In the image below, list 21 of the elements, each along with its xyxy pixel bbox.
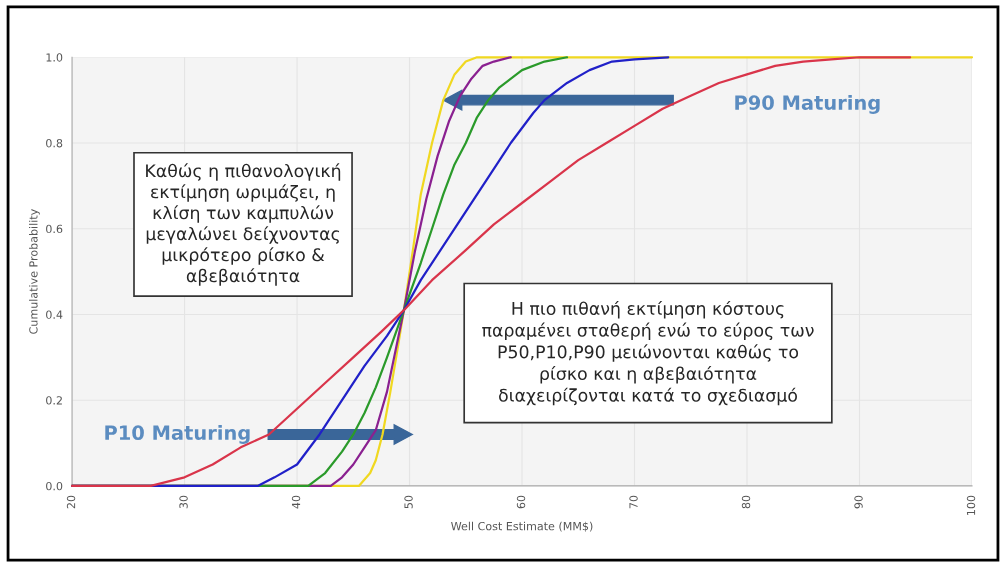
y-tick-label: 0.4 bbox=[46, 310, 63, 319]
y-axis-title: Cumulative Probability bbox=[29, 209, 40, 334]
y-tick-label: 1.0 bbox=[46, 53, 63, 62]
annotation: Η πιο πιθανή εκτίμηση κόστους παραμένει σταθερή ενώ το εύρος των P50,P10,P90 μειώνονται καθώς το ρίσκο και η αβεβαιότητα διαχειρίζονται κατά το σχεδιασμό bbox=[482, 300, 814, 406]
x-tick-label: 50 bbox=[404, 495, 413, 509]
annotation: P10 Maturing bbox=[105, 425, 250, 444]
y-tick-label: 0.0 bbox=[46, 481, 63, 491]
y-tick-label: 0.6 bbox=[46, 224, 63, 234]
x-tick-label: 60 bbox=[516, 495, 526, 509]
x-tick-label: 100 bbox=[966, 495, 976, 515]
annotation: P90 Maturing bbox=[735, 94, 880, 114]
x-tick-label: 80 bbox=[741, 495, 751, 509]
x-tick-label: 20 bbox=[66, 495, 76, 509]
x-tick-label: 30 bbox=[179, 495, 188, 509]
x-tick-label: 70 bbox=[629, 495, 638, 509]
x-axis-title: Well Cost Estimate (MM$) bbox=[451, 521, 593, 532]
y-tick-label: 0.8 bbox=[46, 138, 63, 148]
y-tick-label: 0.2 bbox=[46, 396, 62, 405]
x-tick-label: 40 bbox=[291, 495, 301, 509]
annotation: Καθώς η πιθανολογική εκτίμηση ωριμάζει, η κλίση των καμπυλών μεγαλώνει δείχνοντας μικρότερο ρίσκο & αβεβαιότητα bbox=[146, 163, 341, 286]
x-tick-label: 90 bbox=[854, 495, 863, 509]
